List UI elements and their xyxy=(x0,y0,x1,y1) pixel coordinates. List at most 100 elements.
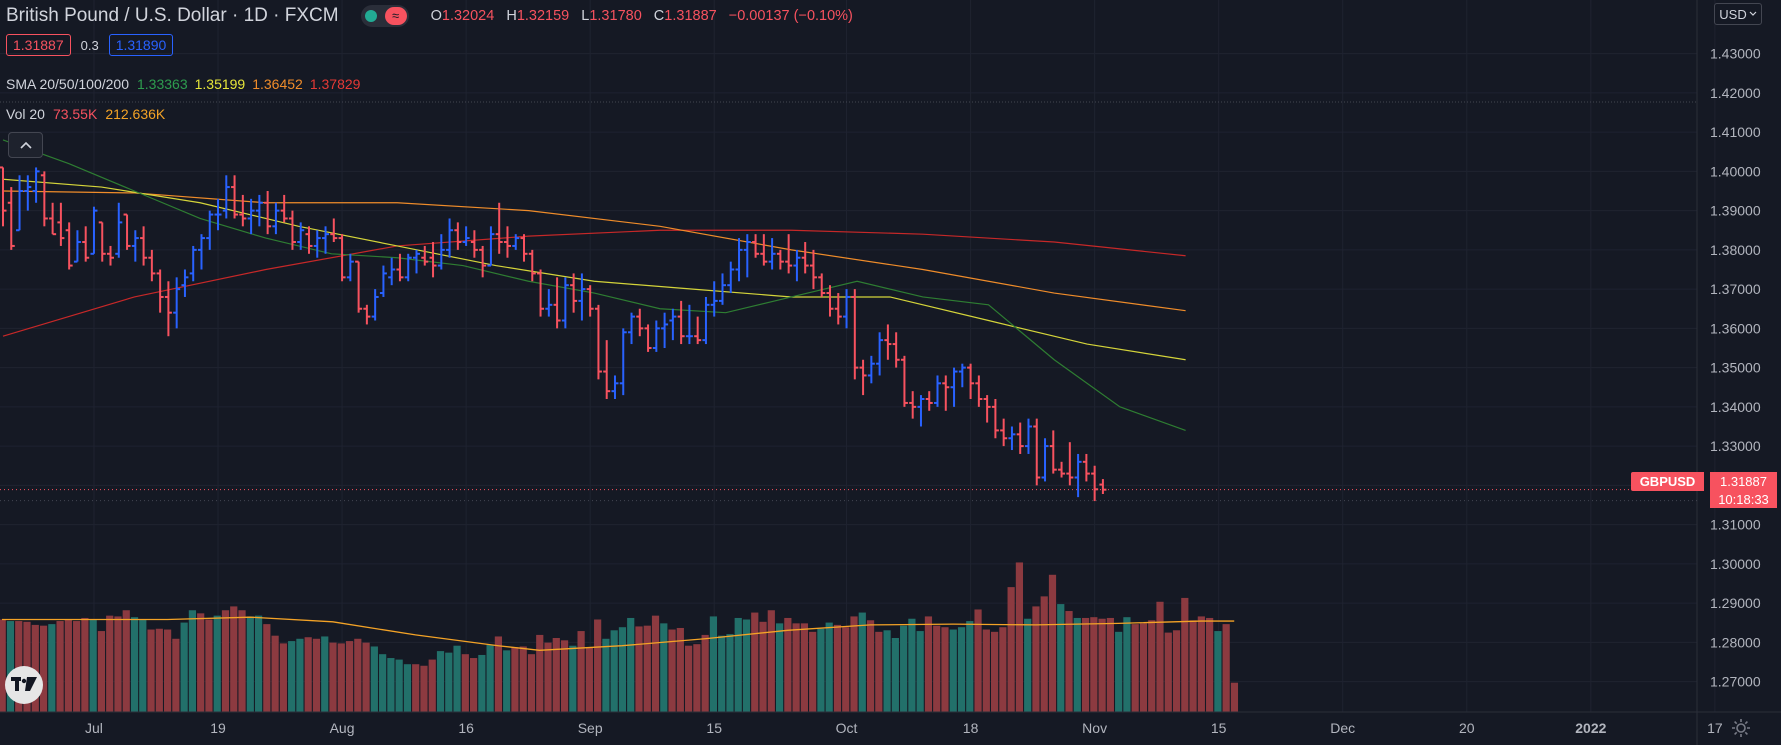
ohlc-bar xyxy=(429,242,437,278)
ohlc-bar xyxy=(793,249,801,282)
volume-bar xyxy=(6,621,15,712)
sma-lines xyxy=(2,139,1186,431)
ohlc-bar xyxy=(603,340,611,400)
volume-bar xyxy=(1081,617,1090,712)
ohlc-bar xyxy=(503,226,511,258)
y-tick-label: 1.28000 xyxy=(1710,634,1761,650)
x-tick-label: Oct xyxy=(836,720,858,736)
volume-bar xyxy=(809,631,817,712)
ohlc-bar xyxy=(975,375,983,407)
ohlc-bar xyxy=(1000,418,1008,447)
y-tick-label: 1.27000 xyxy=(1710,674,1761,690)
sma50-value: 1.35199 xyxy=(194,76,246,92)
ohlc-bar xyxy=(809,249,817,290)
ohlc-bar xyxy=(776,249,784,270)
volume-ma-value: 212.636K xyxy=(105,106,166,122)
ohlc-bar xyxy=(413,249,420,274)
ohlc-bar xyxy=(107,245,115,266)
ohlc-bar xyxy=(214,198,222,231)
price-change: −0.00137 (−0.10%) xyxy=(728,8,853,24)
ohlc-bar xyxy=(462,226,470,246)
sell-button[interactable]: 1.31887 xyxy=(6,34,71,56)
tradingview-logo-icon[interactable] xyxy=(5,666,43,704)
symbol-title[interactable]: British Pound / U.S. Dollar · 1D · FXCM xyxy=(6,5,339,26)
volume-bar xyxy=(1065,611,1073,712)
ohlc-bar xyxy=(1008,426,1016,451)
ohlc-bar xyxy=(305,226,313,254)
ohlc-bar xyxy=(140,226,148,266)
chevron-down-icon xyxy=(1749,11,1757,16)
y-tick-label: 1.31000 xyxy=(1710,517,1761,533)
volume-bar xyxy=(420,665,428,712)
volume-bar xyxy=(1123,617,1131,712)
ohlc-bar xyxy=(156,269,164,313)
ohlc-bar xyxy=(512,234,520,250)
volume-bar xyxy=(676,627,684,712)
ohlc-bar xyxy=(123,213,131,250)
sma-legend[interactable]: SMA 20/50/100/200 1.33363 1.35199 1.3645… xyxy=(6,76,360,92)
ohlc-bar xyxy=(702,296,710,345)
volume-bar xyxy=(263,624,271,712)
ohlc-bar xyxy=(909,391,917,419)
ohlc-bar xyxy=(611,375,619,400)
collapse-legend-button[interactable] xyxy=(8,132,43,158)
market-status-toggle[interactable]: ≈ xyxy=(360,5,409,27)
buy-button[interactable]: 1.31890 xyxy=(108,34,174,56)
volume-bar xyxy=(486,644,494,712)
ohlc-bar xyxy=(967,363,975,400)
ohlc-bar xyxy=(421,245,429,266)
ohlc-bar xyxy=(826,285,834,317)
ohlc-bar xyxy=(363,304,371,325)
gear-icon[interactable] xyxy=(1730,717,1752,739)
volume-bar xyxy=(726,634,734,712)
volume-bar xyxy=(180,622,188,712)
ohlc-bar xyxy=(313,230,321,258)
logo-mark xyxy=(11,677,37,691)
ohlc-bar xyxy=(859,359,867,396)
ohlc-bar xyxy=(925,391,933,411)
symbol-tag: GBPUSD xyxy=(1631,472,1704,491)
volume-bar xyxy=(122,610,130,712)
ohlc-bar xyxy=(264,190,272,235)
volume-bar xyxy=(114,616,122,712)
currency-select[interactable]: USD xyxy=(1714,3,1762,25)
volume-bar xyxy=(403,664,412,712)
volume-bar xyxy=(312,638,321,712)
volume-bar xyxy=(1048,574,1057,712)
ohlc-bar xyxy=(768,238,776,270)
volume-bar xyxy=(1214,631,1222,712)
x-tick-label: 2022 xyxy=(1575,720,1606,736)
ohlc-bar xyxy=(388,257,396,286)
volume-bar xyxy=(610,630,618,712)
ohlc-bar xyxy=(1049,430,1057,474)
ohlc-bar xyxy=(173,277,181,329)
volume-bar xyxy=(130,617,139,712)
volume-ma-line xyxy=(2,616,1235,651)
ohlc-bar xyxy=(718,273,726,305)
volume-bar xyxy=(742,619,751,712)
vol-label: Vol 20 xyxy=(6,106,45,122)
ohlc-bar xyxy=(586,285,594,317)
volume-bar xyxy=(1139,623,1148,712)
x-tick-label: Sep xyxy=(578,720,603,736)
volume-legend[interactable]: Vol 20 73.55K 212.636K xyxy=(6,106,165,122)
ohlc-bar xyxy=(991,399,999,439)
ohlc-bar xyxy=(843,289,851,329)
ohlc-bar xyxy=(379,265,387,297)
volume-bar xyxy=(370,646,378,712)
volume-bar xyxy=(494,636,502,712)
ohlc-bar xyxy=(694,316,702,345)
ohlc-bar xyxy=(479,245,487,278)
volume-bar xyxy=(73,621,81,712)
ohlc-bar xyxy=(437,234,445,270)
sma20-line xyxy=(2,139,1186,431)
volume-bar xyxy=(775,623,784,712)
volume-bar xyxy=(560,640,569,712)
ohlc-bar xyxy=(661,312,669,348)
ohlc-bar xyxy=(760,234,768,266)
volume-bar xyxy=(1015,562,1024,712)
volume-bar xyxy=(817,628,825,712)
ohlc-bar xyxy=(1074,453,1082,498)
ohlc-bar xyxy=(867,355,875,384)
